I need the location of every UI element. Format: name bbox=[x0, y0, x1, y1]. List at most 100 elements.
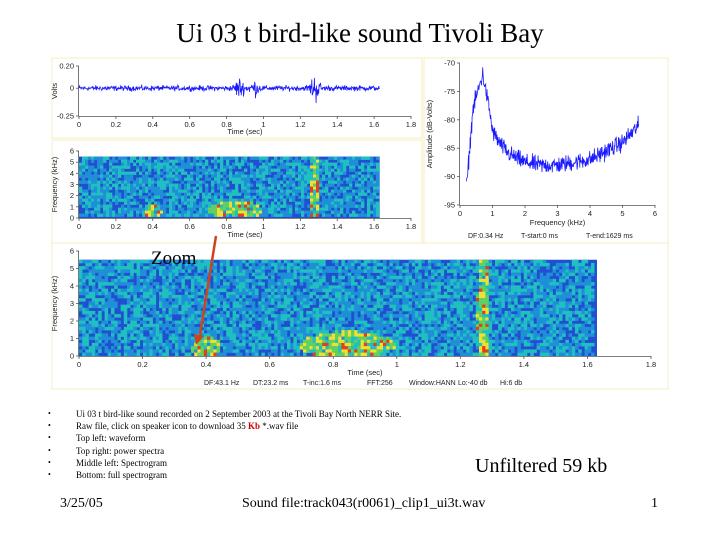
spectrogram-cell bbox=[376, 326, 381, 331]
spectrogram-cell bbox=[357, 342, 361, 347]
spectrogram-cell bbox=[587, 304, 592, 309]
spectrogram-cell bbox=[175, 323, 179, 328]
spectrogram-cell bbox=[280, 314, 285, 318]
spectrogram-cell bbox=[591, 294, 595, 299]
spectrogram-cell bbox=[536, 342, 541, 347]
spectrogram-cell bbox=[325, 336, 329, 341]
spectrogram-cell bbox=[146, 307, 150, 312]
spectrogram-cell bbox=[100, 195, 104, 199]
spectrogram-cell bbox=[427, 326, 432, 331]
spectrogram-cell bbox=[360, 339, 365, 344]
spectrogram-cell bbox=[312, 298, 317, 302]
spectrogram-cell bbox=[166, 159, 170, 163]
spectrogram-cell bbox=[463, 307, 467, 312]
spectrogram-cell bbox=[344, 301, 349, 305]
spectrogram-cell bbox=[434, 304, 438, 309]
spectrogram-cell bbox=[491, 310, 496, 315]
spectrogram-cell bbox=[315, 346, 320, 350]
spectrogram-cell bbox=[472, 339, 477, 344]
spectrogram-cell bbox=[408, 288, 413, 293]
spectrogram-cell bbox=[256, 210, 260, 214]
spectrogram-cell bbox=[163, 186, 167, 190]
spectrogram-cell bbox=[498, 310, 502, 315]
spectrogram-cell bbox=[232, 317, 237, 321]
spectrogram-cell bbox=[159, 304, 163, 309]
spectrogram-cell bbox=[274, 207, 278, 211]
spectrogram-cell bbox=[386, 288, 390, 293]
spectrogram-cell bbox=[507, 314, 512, 318]
spectrogram-cell bbox=[145, 165, 149, 169]
spectrogram-cell bbox=[154, 207, 158, 211]
spectrogram-cell bbox=[322, 168, 326, 172]
spectrogram-cell bbox=[399, 317, 403, 321]
spectrogram-cell bbox=[376, 282, 381, 286]
spectrogram-cell bbox=[351, 282, 355, 286]
spectrogram-cell bbox=[466, 282, 470, 286]
spectrogram-cell bbox=[338, 269, 342, 273]
spectrogram-cell bbox=[482, 330, 486, 334]
spectrogram-cell bbox=[312, 285, 317, 289]
spectrogram-cell bbox=[312, 262, 317, 267]
spectrogram-cell bbox=[379, 307, 384, 312]
spectrogram-cell bbox=[184, 201, 188, 205]
spectrogram-cell bbox=[376, 177, 380, 181]
spectrogram-cell bbox=[340, 171, 344, 175]
spectrogram-cell bbox=[379, 275, 384, 280]
spectrogram-cell bbox=[316, 162, 320, 166]
spectrogram-cell bbox=[340, 168, 344, 172]
spectrogram-cell bbox=[91, 183, 95, 187]
spectrogram-cell bbox=[358, 171, 362, 175]
spectrogram-cell bbox=[223, 262, 227, 267]
spectrogram-cell bbox=[172, 168, 176, 172]
spectrogram-cell bbox=[434, 317, 438, 321]
spectrogram-cell bbox=[171, 301, 176, 305]
spectrogram-cell bbox=[181, 349, 185, 353]
spectrogram-cell bbox=[447, 262, 451, 267]
spectrogram-cell bbox=[466, 339, 470, 344]
spectrogram-cell bbox=[210, 339, 214, 344]
spectrogram-cell bbox=[399, 282, 403, 286]
spectrogram-cell bbox=[495, 333, 499, 337]
spectrogram-cell bbox=[475, 304, 480, 309]
spectrogram-cell bbox=[145, 198, 149, 202]
spectrogram-cell bbox=[379, 294, 384, 299]
spectrogram-cell bbox=[443, 346, 448, 350]
spectrogram-cell bbox=[469, 304, 473, 309]
spectrogram-cell bbox=[352, 213, 356, 217]
spectrogram-cell bbox=[250, 198, 254, 202]
spectrogram-cell bbox=[187, 177, 191, 181]
spectrogram-cell bbox=[241, 186, 245, 190]
spectrogram-cell bbox=[239, 262, 243, 267]
spectrogram-cell bbox=[485, 323, 489, 328]
spectrogram-cell bbox=[124, 177, 128, 181]
spectrogram-cell bbox=[431, 314, 435, 318]
spectrogram-cell bbox=[171, 275, 176, 280]
spectrogram-cell bbox=[159, 339, 163, 344]
spectrogram-cell bbox=[402, 282, 406, 286]
spectrogram-cell bbox=[527, 317, 531, 321]
spectrogram-cell bbox=[295, 204, 299, 208]
spectrogram-cell bbox=[159, 298, 163, 302]
spectrogram-cell bbox=[175, 201, 179, 205]
spectrogram-cell bbox=[277, 323, 281, 328]
spectrogram-cell bbox=[341, 330, 345, 334]
spectrogram-cell bbox=[306, 333, 310, 337]
spectrogram-cell bbox=[447, 320, 451, 325]
spectrogram-cell bbox=[197, 269, 201, 273]
spectrogram-cell bbox=[235, 171, 239, 175]
spectrogram-cell bbox=[175, 349, 179, 353]
spectrogram-cell bbox=[163, 213, 167, 217]
spectrogram-cell bbox=[587, 282, 592, 286]
spectrogram-cell bbox=[581, 330, 585, 334]
spectrogram-cell bbox=[575, 288, 579, 293]
spectrogram-cell bbox=[94, 183, 98, 187]
spectrogram-cell bbox=[136, 304, 141, 309]
spectrogram-cell bbox=[415, 314, 419, 318]
spectrogram-cell bbox=[226, 189, 230, 193]
spectrogram-cell bbox=[301, 162, 305, 166]
spectrogram-cell bbox=[523, 330, 528, 334]
spectrogram-cell bbox=[411, 346, 416, 350]
x-tick-label: 0 bbox=[458, 209, 462, 218]
spectrogram-cell bbox=[514, 294, 518, 299]
spectrogram-cell bbox=[133, 183, 137, 187]
